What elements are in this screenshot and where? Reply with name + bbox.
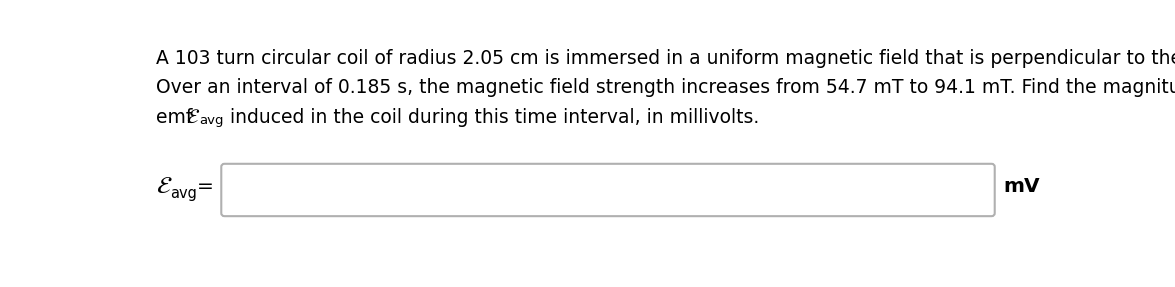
Text: $\mathcal{E}$: $\mathcal{E}$ bbox=[156, 174, 173, 198]
Text: $\mathcal{E}$: $\mathcal{E}$ bbox=[186, 108, 200, 127]
Text: induced in the coil during this time interval, in millivolts.: induced in the coil during this time int… bbox=[224, 108, 759, 127]
Text: =: = bbox=[197, 177, 214, 196]
Text: Over an interval of 0.185 s, the magnetic field strength increases from 54.7 mT : Over an interval of 0.185 s, the magneti… bbox=[156, 78, 1175, 97]
Text: emf: emf bbox=[156, 108, 199, 127]
FancyBboxPatch shape bbox=[221, 164, 995, 216]
Text: avg: avg bbox=[199, 114, 223, 127]
Text: A 103 turn circular coil of radius 2.05 cm is immersed in a uniform magnetic fie: A 103 turn circular coil of radius 2.05 … bbox=[156, 49, 1175, 68]
Text: mV: mV bbox=[1003, 177, 1040, 196]
Text: avg: avg bbox=[170, 186, 197, 201]
